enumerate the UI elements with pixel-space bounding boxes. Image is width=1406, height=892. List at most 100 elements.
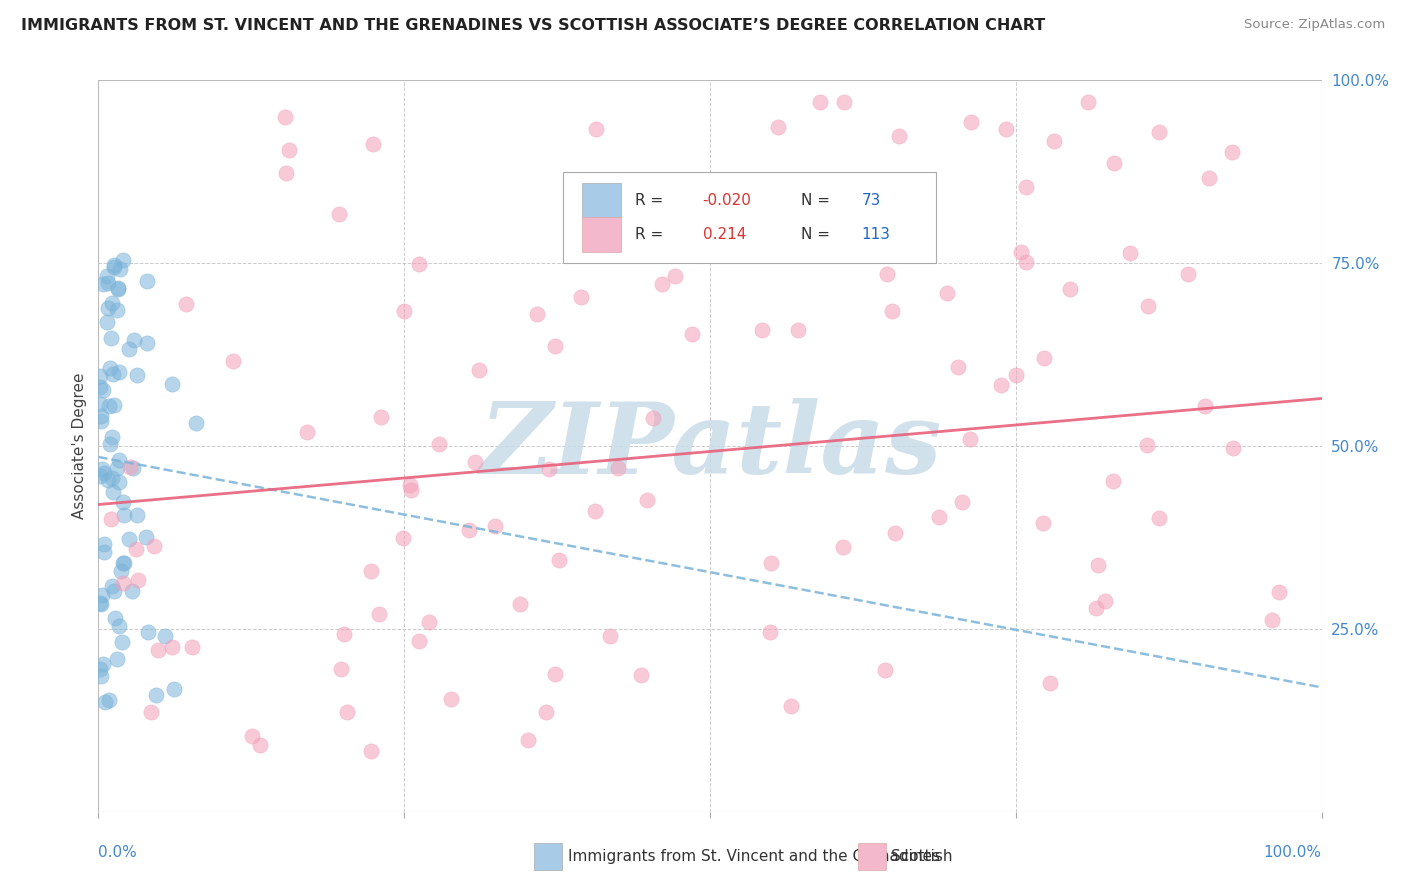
Point — [91, 383, 114, 397]
Point — [105, 460, 128, 475]
Point — [240, 730, 263, 744]
Point — [162, 377, 184, 392]
Point — [107, 365, 129, 379]
Point — [392, 304, 415, 318]
Point — [176, 296, 198, 310]
Text: N =: N = — [800, 227, 830, 242]
Point — [994, 122, 1017, 136]
Point — [1010, 245, 1032, 260]
Point — [118, 532, 141, 546]
Point — [89, 397, 111, 411]
Point — [108, 475, 131, 489]
Point — [484, 519, 506, 533]
Point — [950, 495, 973, 509]
Point — [959, 433, 981, 447]
Point — [883, 525, 905, 540]
Point — [249, 738, 271, 752]
Point — [329, 662, 352, 676]
Point — [664, 268, 686, 283]
Text: 100.0%: 100.0% — [1264, 845, 1322, 860]
Point — [98, 360, 121, 375]
Y-axis label: Associate's Degree: Associate's Degree — [72, 373, 87, 519]
Point — [569, 290, 592, 304]
Point — [363, 136, 385, 151]
Text: Scottish: Scottish — [891, 849, 953, 863]
Point — [751, 323, 773, 337]
Point — [1005, 368, 1028, 383]
Point — [367, 607, 389, 621]
Point — [582, 215, 605, 229]
Point — [517, 732, 540, 747]
Point — [1015, 255, 1038, 269]
Text: N =: N = — [800, 193, 830, 208]
Point — [274, 110, 297, 124]
Point — [808, 95, 831, 110]
Point — [543, 667, 565, 681]
Point — [408, 257, 430, 271]
Point — [148, 643, 170, 657]
Point — [114, 556, 136, 570]
Point — [1261, 614, 1284, 628]
Point — [1177, 267, 1199, 281]
Text: R =: R = — [636, 193, 664, 208]
Point — [599, 629, 621, 643]
Point — [832, 541, 855, 555]
Point — [89, 662, 111, 676]
Point — [889, 128, 911, 143]
Point — [544, 338, 567, 352]
Point — [100, 296, 122, 310]
Point — [107, 282, 129, 296]
Point — [90, 668, 112, 682]
Point — [360, 744, 382, 758]
Point — [1149, 125, 1171, 139]
FancyBboxPatch shape — [582, 183, 620, 218]
Point — [100, 512, 122, 526]
Point — [946, 359, 969, 374]
Point — [108, 261, 131, 276]
Point — [103, 258, 125, 272]
Text: IMMIGRANTS FROM ST. VINCENT AND THE GRENADINES VS SCOTTISH ASSOCIATE’S DEGREE CO: IMMIGRANTS FROM ST. VINCENT AND THE GREN… — [21, 18, 1045, 33]
Point — [875, 664, 897, 678]
Point — [1194, 399, 1216, 413]
Point — [135, 530, 157, 544]
Point — [651, 277, 673, 292]
Point — [509, 597, 531, 611]
Point — [112, 495, 135, 509]
Point — [145, 689, 167, 703]
Point — [111, 556, 134, 570]
Point — [136, 274, 159, 288]
Point — [333, 626, 356, 640]
Point — [222, 353, 245, 368]
Point — [633, 243, 655, 257]
Point — [780, 699, 803, 714]
Point — [125, 508, 148, 522]
Point — [160, 640, 183, 655]
Point — [105, 652, 128, 666]
Point — [97, 301, 120, 316]
Point — [392, 531, 415, 545]
Point — [117, 343, 139, 357]
Point — [630, 668, 652, 682]
Point — [399, 478, 422, 492]
Point — [100, 430, 122, 444]
Point — [127, 573, 149, 587]
Text: Source: ZipAtlas.com: Source: ZipAtlas.com — [1244, 18, 1385, 31]
Point — [122, 333, 145, 347]
Point — [1102, 156, 1125, 170]
Point — [1077, 95, 1099, 110]
Point — [97, 692, 120, 706]
Point — [111, 576, 134, 591]
Point — [91, 277, 114, 291]
Point — [155, 629, 177, 643]
Point — [136, 336, 159, 351]
Point — [101, 484, 124, 499]
Point — [103, 398, 125, 412]
Point — [643, 410, 665, 425]
Point — [143, 539, 166, 553]
Point — [98, 399, 121, 413]
Point — [1032, 516, 1054, 531]
Text: 0.214: 0.214 — [703, 227, 747, 242]
Point — [89, 596, 111, 610]
Point — [880, 304, 903, 318]
Point — [759, 625, 782, 640]
